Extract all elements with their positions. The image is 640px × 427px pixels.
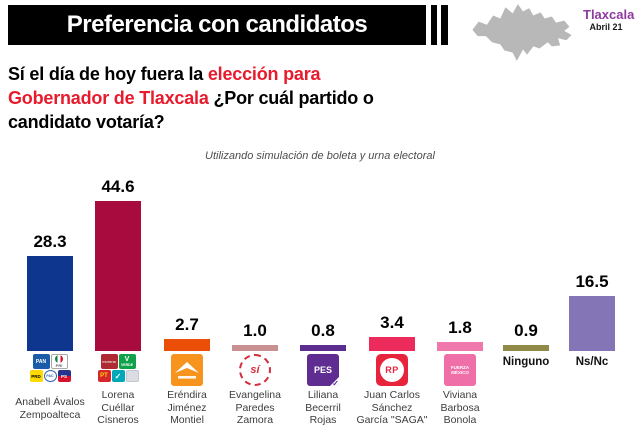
mc-eagle-icon bbox=[171, 354, 203, 386]
rsp-party-logo: RP bbox=[376, 354, 408, 386]
banner-stripe-1 bbox=[431, 5, 437, 45]
bar bbox=[164, 339, 210, 351]
party-logos: PES ✓ bbox=[289, 354, 357, 386]
pac-party-logo: PAC bbox=[43, 370, 57, 382]
pt-party-logo: PT bbox=[97, 370, 111, 382]
candidate-name: Eréndira Jiménez Montiel bbox=[167, 389, 207, 426]
party-logos: PAN PRI PRD PAC PS bbox=[16, 354, 84, 382]
response-label: Ns/Nc bbox=[575, 356, 609, 368]
question-line-3: candidato votaría? bbox=[8, 112, 165, 132]
party-logos: FUERZA MÉXICO bbox=[426, 354, 494, 386]
logo-row: FUERZA MÉXICO bbox=[444, 354, 476, 386]
pri-party-logo: PRI bbox=[50, 354, 68, 369]
pes-corner-shape bbox=[329, 376, 339, 386]
question-line-1: Sí el día de hoy fuera la elección para bbox=[8, 64, 321, 84]
bar bbox=[437, 342, 483, 351]
value-label: 44.6 bbox=[101, 177, 135, 196]
bar-column: 0.9 Ninguno bbox=[492, 165, 560, 427]
value-label: 0.8 bbox=[311, 321, 335, 340]
tlaxcala-map-icon bbox=[466, 1, 580, 67]
bar bbox=[503, 345, 549, 351]
candidate-name: Anabell Ávalos Zempoalteca bbox=[15, 396, 85, 421]
candidate-name: Evangelina Paredes Zamora bbox=[229, 389, 281, 426]
bar bbox=[369, 337, 415, 351]
fm-party-logo: FUERZA MÉXICO bbox=[444, 354, 476, 386]
logo-row: sí bbox=[239, 354, 271, 386]
value-label: 1.0 bbox=[243, 321, 267, 340]
party-logos: morena V VERDE PT ✓ bbox=[84, 354, 152, 382]
value-label: 16.5 bbox=[575, 272, 609, 291]
candidate-name: Lorena Cuéllar Cisneros bbox=[97, 389, 139, 426]
party-logos bbox=[153, 354, 221, 386]
region-label: Tlaxcala bbox=[583, 7, 635, 22]
pri-circle-icon bbox=[55, 355, 63, 363]
bar-column: 0.8 PES ✓ Liliana Becerril Rojas bbox=[289, 165, 357, 427]
morena-party-logo: morena bbox=[100, 354, 118, 369]
si-party-logo: sí bbox=[239, 354, 271, 386]
bar-column: 44.6 morena V VERDE PT ✓ Lorena Cuéllar Cisneros bbox=[84, 165, 152, 427]
logo-row: morena V VERDE bbox=[100, 354, 136, 369]
value-label: 0.9 bbox=[514, 321, 538, 340]
pes-party-logo: PES ✓ bbox=[307, 354, 339, 386]
bar-column: 1.0 sí Evangelina Paredes Zamora bbox=[221, 165, 289, 427]
verde-party-logo: V VERDE bbox=[118, 354, 136, 369]
bar bbox=[232, 345, 278, 351]
logo-row: PAN PRI bbox=[32, 354, 68, 369]
pes-label: PES bbox=[313, 365, 332, 375]
date-label: Abril 21 bbox=[589, 22, 623, 32]
est-party-logo bbox=[125, 370, 139, 382]
chart-subtitle: Utilizando simulación de boleta y urna e… bbox=[205, 150, 435, 162]
bar bbox=[27, 256, 73, 351]
logo-row: RP bbox=[376, 354, 408, 386]
banner-stripe-2 bbox=[441, 5, 448, 45]
page-title: Preferencia con candidatos bbox=[66, 11, 368, 38]
bar-column: 16.5 Ns/Nc bbox=[558, 165, 626, 427]
value-label: 2.7 bbox=[175, 315, 199, 334]
logo-row bbox=[171, 354, 203, 386]
verde-bird-icon: V bbox=[124, 356, 130, 363]
bar-column: 28.3 PAN PRI PRD PAC PS Anabell Ávalos Zempoalt… bbox=[15, 165, 84, 427]
pri-label: PRI bbox=[55, 363, 63, 368]
bar bbox=[300, 345, 346, 351]
na-party-logo: ✓ bbox=[111, 370, 125, 382]
bar-column: 2.7 Eréndira Jiménez Montiel bbox=[153, 165, 221, 427]
party-logos: RP bbox=[358, 354, 426, 386]
bar bbox=[95, 201, 141, 351]
question-line-2: Gobernador de Tlaxcala ¿Por cuál partido… bbox=[8, 88, 374, 108]
pes-check-icon: ✓ bbox=[332, 379, 339, 386]
bar-column: 1.8 FUERZA MÉXICO Viviana Barbosa Bonola bbox=[426, 165, 494, 427]
value-label: 28.3 bbox=[33, 232, 67, 251]
candidate-name: Juan Carlos Sánchez García "SAGA" bbox=[356, 389, 428, 426]
pan-party-logo: PAN bbox=[32, 354, 50, 369]
prd-party-logo: PRD bbox=[29, 370, 43, 382]
ps-party-logo: PS bbox=[57, 370, 71, 382]
bar-chart: 28.3 PAN PRI PRD PAC PS Anabell Ávalos Zempoalt… bbox=[0, 165, 640, 427]
value-label: 3.4 bbox=[380, 313, 404, 332]
survey-question: Sí el día de hoy fuera la elección para … bbox=[8, 62, 458, 134]
logo-row: PT ✓ bbox=[97, 370, 139, 382]
logo-row: PRD PAC PS bbox=[29, 370, 71, 382]
bar-column: 3.4 RP Juan Carlos Sánchez García "SAGA" bbox=[356, 165, 427, 427]
bar bbox=[569, 296, 615, 351]
verde-label: VERDE bbox=[120, 363, 134, 367]
party-logos: sí bbox=[221, 354, 289, 386]
candidate-name: Viviana Barbosa Bonola bbox=[440, 389, 480, 426]
value-label: 1.8 bbox=[448, 318, 472, 337]
candidate-name: Liliana Becerril Rojas bbox=[305, 389, 341, 426]
title-banner: Preferencia con candidatos bbox=[8, 5, 426, 45]
rsp-label: RP bbox=[380, 358, 404, 382]
response-label: Ninguno bbox=[502, 356, 550, 368]
logo-row: PES ✓ bbox=[307, 354, 339, 386]
